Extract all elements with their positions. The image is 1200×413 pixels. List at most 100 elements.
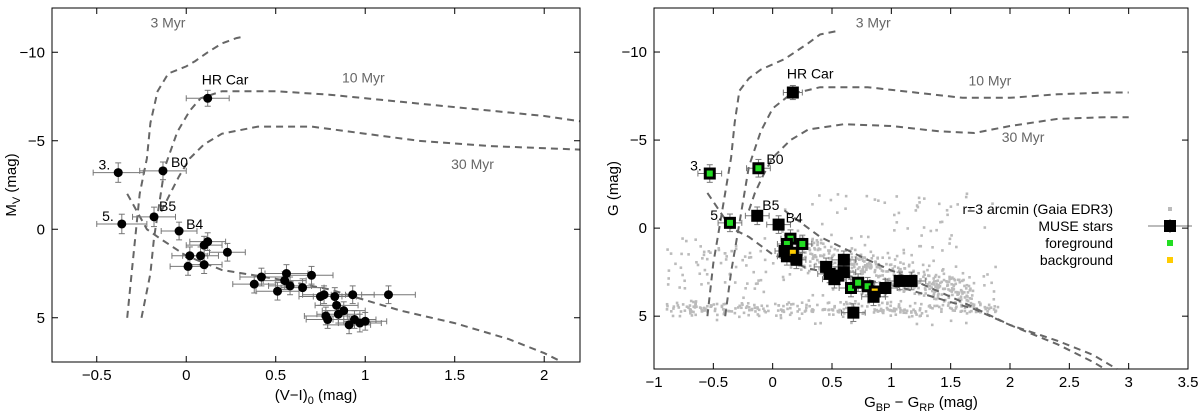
star-point <box>339 306 349 316</box>
gaia-field-star <box>915 204 919 207</box>
star-point <box>315 292 325 302</box>
gaia-field-star <box>857 258 861 261</box>
gaia-field-star <box>800 301 804 304</box>
gaia-field-star <box>935 228 938 232</box>
gaia-field-star <box>965 192 969 196</box>
gaia-field-star <box>669 310 673 313</box>
gaia-field-star <box>897 303 901 306</box>
gaia-field-star <box>929 306 932 309</box>
gaia-field-star <box>951 288 954 292</box>
x-tick-label: 3 <box>1124 374 1132 391</box>
gaia-field-star <box>747 313 750 317</box>
gaia-field-star <box>928 287 931 291</box>
gaia-field-star <box>811 293 815 297</box>
gaia-field-star <box>781 230 784 233</box>
gaia-field-star <box>666 248 669 251</box>
gaia-field-star <box>831 288 835 291</box>
star-point <box>158 166 168 176</box>
gaia-field-star <box>819 254 822 257</box>
gaia-field-star <box>875 265 879 269</box>
gaia-field-star <box>853 272 856 276</box>
gaia-field-star <box>899 261 902 264</box>
gaia-field-star <box>753 303 756 307</box>
star-point <box>332 300 342 310</box>
gaia-field-star <box>881 256 884 259</box>
muse-star-marker <box>751 209 764 222</box>
gaia-field-star <box>889 304 892 308</box>
gaia-field-star <box>788 306 792 310</box>
gaia-field-star <box>787 301 791 304</box>
gaia-field-star <box>828 257 832 260</box>
gaia-field-star <box>942 278 946 282</box>
gaia-field-star <box>937 305 941 309</box>
gaia-field-star <box>702 250 706 254</box>
membership-marker <box>726 219 733 226</box>
gaia-field-star <box>969 301 973 305</box>
gaia-field-star <box>987 307 991 311</box>
gaia-field-star <box>888 256 891 260</box>
muse-star-marker <box>790 253 803 266</box>
gaia-field-star <box>822 308 825 311</box>
star-label: B0 <box>171 154 188 170</box>
gaia-field-star <box>805 306 808 309</box>
gaia-field-star <box>808 264 812 268</box>
gaia-field-star <box>956 290 959 294</box>
x-tick-label: −0.5 <box>82 367 112 384</box>
star-point <box>323 315 333 325</box>
gaia-field-star <box>954 306 958 310</box>
gaia-field-star <box>881 301 884 305</box>
gaia-field-star <box>861 268 864 271</box>
gaia-field-star <box>913 301 917 305</box>
gaia-field-star <box>829 198 833 202</box>
gaia-field-star <box>952 288 956 291</box>
gaia-field-star <box>904 311 908 315</box>
gaia-field-star <box>968 296 972 300</box>
membership-marker <box>847 284 854 291</box>
gaia-field-star <box>902 286 906 290</box>
gaia-field-star <box>813 254 817 258</box>
muse-star-marker <box>905 274 918 287</box>
legend-label: background <box>1040 252 1113 268</box>
star-point <box>149 212 159 222</box>
gaia-field-star <box>928 284 932 287</box>
gaia-field-star <box>753 287 757 290</box>
gaia-field-star <box>863 265 867 268</box>
gaia-field-star <box>804 251 807 254</box>
gaia-field-star <box>967 284 971 288</box>
gaia-field-star <box>940 280 943 284</box>
gaia-field-star <box>914 209 918 212</box>
gaia-field-star <box>723 281 727 284</box>
gaia-field-star <box>892 273 896 277</box>
gaia-field-star <box>721 308 725 311</box>
muse-star-marker <box>847 306 860 319</box>
gaia-field-star <box>779 316 783 320</box>
legend-label: r=3 arcmin (Gaia EDR3) <box>962 201 1113 217</box>
gaia-field-star <box>803 310 807 313</box>
gaia-field-star <box>961 271 965 275</box>
gaia-field-star <box>891 309 894 313</box>
gaia-field-star <box>885 270 888 273</box>
gaia-field-star <box>757 314 761 318</box>
gaia-field-star <box>963 291 966 294</box>
gaia-field-star <box>941 249 944 252</box>
gaia-field-star <box>964 195 968 199</box>
gaia-field-star <box>881 269 885 273</box>
star-point <box>281 269 291 278</box>
gaia-field-star <box>681 273 684 277</box>
y-tick-label: −5 <box>28 133 45 150</box>
star-point <box>307 270 317 280</box>
gaia-field-star <box>940 293 944 296</box>
gaia-field-star <box>704 307 707 311</box>
gaia-field-star <box>933 304 936 308</box>
gaia-field-star <box>785 303 789 306</box>
muse-star-marker <box>867 290 880 303</box>
gaia-field-star <box>930 323 934 327</box>
gaia-field-star <box>695 260 698 264</box>
gaia-field-star <box>918 201 921 204</box>
gaia-field-star <box>745 264 748 267</box>
gaia-field-star <box>827 249 830 252</box>
gaia-field-star <box>674 262 677 266</box>
legend-label: foreground <box>1045 235 1113 251</box>
gaia-field-star <box>954 290 957 294</box>
gaia-field-star <box>865 266 868 270</box>
